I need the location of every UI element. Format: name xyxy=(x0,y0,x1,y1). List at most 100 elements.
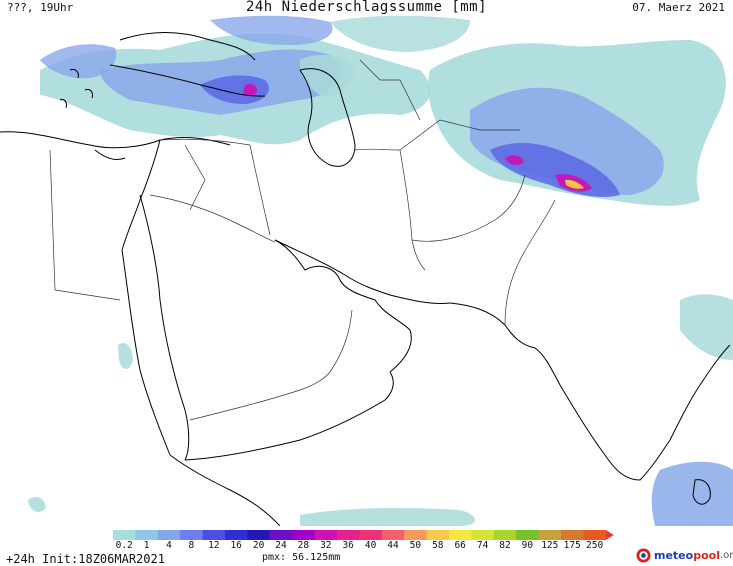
precip-area-north-top-2 xyxy=(330,15,470,53)
legend-tick-label: 36 xyxy=(342,540,354,551)
coast-levant xyxy=(121,139,161,251)
border-iran-afghanistan xyxy=(399,149,426,271)
brand-part-meteo: meteo xyxy=(654,549,694,562)
brand-part-org: .org xyxy=(719,550,733,561)
precip-area-north-top xyxy=(210,15,333,46)
legend-swatch-66 xyxy=(449,530,472,540)
meteopool-logo[interactable]: meteo pool .org xyxy=(636,548,733,563)
legend-tick-label: 50 xyxy=(409,540,422,551)
precip-area-bottom-band xyxy=(300,507,475,526)
legend-color-bar xyxy=(113,530,614,540)
legend-tick-label: 74 xyxy=(476,540,489,551)
precip-area-indian-ocean xyxy=(651,461,733,526)
coast-mediterranean xyxy=(0,131,231,149)
precip-area-caucasus-heavy xyxy=(200,75,269,104)
legend-tick-label: 32 xyxy=(320,540,332,551)
border-iran-turkmenistan xyxy=(354,148,401,151)
precip-area-caspian xyxy=(299,54,355,97)
legend-tick-label: 44 xyxy=(387,540,399,551)
precip-area-red-sea xyxy=(118,343,133,369)
legend-swatch-125 xyxy=(538,530,562,540)
coast-caspian xyxy=(299,68,356,167)
legend-swatch-74 xyxy=(471,530,495,540)
border-oman-saudi xyxy=(329,309,353,373)
legend-tick-label: 0.2 xyxy=(115,540,133,551)
precipitation-map xyxy=(0,15,733,526)
coast-aegean-islands xyxy=(59,69,93,109)
meteopool-wordmark: meteo pool .org xyxy=(654,549,733,562)
border-egypt-libya xyxy=(49,149,56,291)
precip-area-caucasus-intense xyxy=(243,83,258,96)
legend-swatch-175 xyxy=(561,530,584,540)
legend-swatch-8 xyxy=(180,530,204,540)
legend-swatch-250 xyxy=(583,530,607,540)
border-syria-iraq xyxy=(184,144,206,211)
valid-time-label: ???, 19Uhr xyxy=(7,1,74,14)
country-borders xyxy=(49,59,556,421)
legend-tick-label: 12 xyxy=(208,540,220,551)
legend-swatch-50 xyxy=(404,530,428,540)
coast-red-sea-west xyxy=(121,249,171,456)
forecast-init-label: +24h Init:18Z06MAR2021 xyxy=(6,552,165,566)
coast-horn-africa xyxy=(169,454,281,526)
legend-tick-label: 90 xyxy=(521,540,534,551)
legend-tick-label: 1 xyxy=(143,540,150,551)
border-saudi-yemen xyxy=(189,371,331,421)
legend-tick-label: 175 xyxy=(563,540,581,551)
legend-tick-label: 58 xyxy=(432,540,444,551)
border-iraq-iran xyxy=(249,144,271,236)
border-turkey-syria xyxy=(159,138,251,146)
border-afghanistan-pakistan xyxy=(411,174,526,242)
precip-area-karakoram-intense xyxy=(505,155,524,166)
coast-sri-lanka xyxy=(692,479,711,505)
legend-tick-label: 82 xyxy=(499,540,511,551)
legend-tick-label: 8 xyxy=(188,540,195,551)
border-pakistan-india xyxy=(504,199,556,326)
coast-persian-gulf-north xyxy=(274,239,451,304)
valid-date-label: 07. Maerz 2021 xyxy=(632,1,725,14)
legend-tick-label: 4 xyxy=(166,540,172,551)
coast-nile-delta xyxy=(94,149,126,161)
legend-swatch-20 xyxy=(247,530,271,540)
legend-tick-label: 28 xyxy=(297,540,310,551)
legend-swatch-58 xyxy=(426,530,450,540)
legend-swatch-90 xyxy=(516,530,540,540)
border-central-asia xyxy=(359,59,520,151)
border-saudi-iraq xyxy=(149,194,276,243)
map-title: 24h Niederschlagssumme [mm] xyxy=(245,0,488,15)
legend-swatch-24 xyxy=(269,530,293,540)
legend-swatch-36 xyxy=(337,530,360,540)
legend-swatch-40 xyxy=(359,530,383,540)
coastlines xyxy=(0,32,731,526)
legend-swatch-0_2 xyxy=(113,530,136,540)
precip-area-himalaya-extreme xyxy=(565,179,584,189)
legend-tick-label: 40 xyxy=(364,540,377,551)
precip-area-right-edge xyxy=(680,294,733,360)
precip-area-aegean xyxy=(40,44,117,79)
coast-red-sea-east xyxy=(139,194,190,461)
coast-arabia-south xyxy=(184,371,394,461)
legend-tick-label: 250 xyxy=(586,540,604,551)
meteopool-logo-icon xyxy=(636,548,651,563)
legend-tick-label: 16 xyxy=(230,540,242,551)
coast-black-sea-north xyxy=(119,32,256,61)
legend-overflow-arrow xyxy=(605,530,614,540)
max-precip-label: pmx: 56.125mm xyxy=(262,552,341,563)
brand-part-pool: pool xyxy=(693,549,720,562)
legend-swatch-1 xyxy=(135,530,159,540)
legend-swatch-28 xyxy=(292,530,316,540)
coast-arabia-east xyxy=(274,239,412,373)
legend-swatch-44 xyxy=(381,530,405,540)
coast-anatolia-north xyxy=(109,64,266,97)
legend-swatch-4 xyxy=(157,530,181,540)
border-egypt-sudan xyxy=(54,289,121,301)
precip-area-sudan xyxy=(28,496,46,512)
legend-tick-label: 24 xyxy=(275,540,287,551)
legend-swatch-16 xyxy=(225,530,248,540)
legend-swatch-12 xyxy=(202,530,226,540)
coast-pakistan-india xyxy=(449,302,731,481)
legend-swatch-82 xyxy=(493,530,517,540)
legend-tick-label: 125 xyxy=(541,540,559,551)
legend-tick-label: 20 xyxy=(252,540,265,551)
